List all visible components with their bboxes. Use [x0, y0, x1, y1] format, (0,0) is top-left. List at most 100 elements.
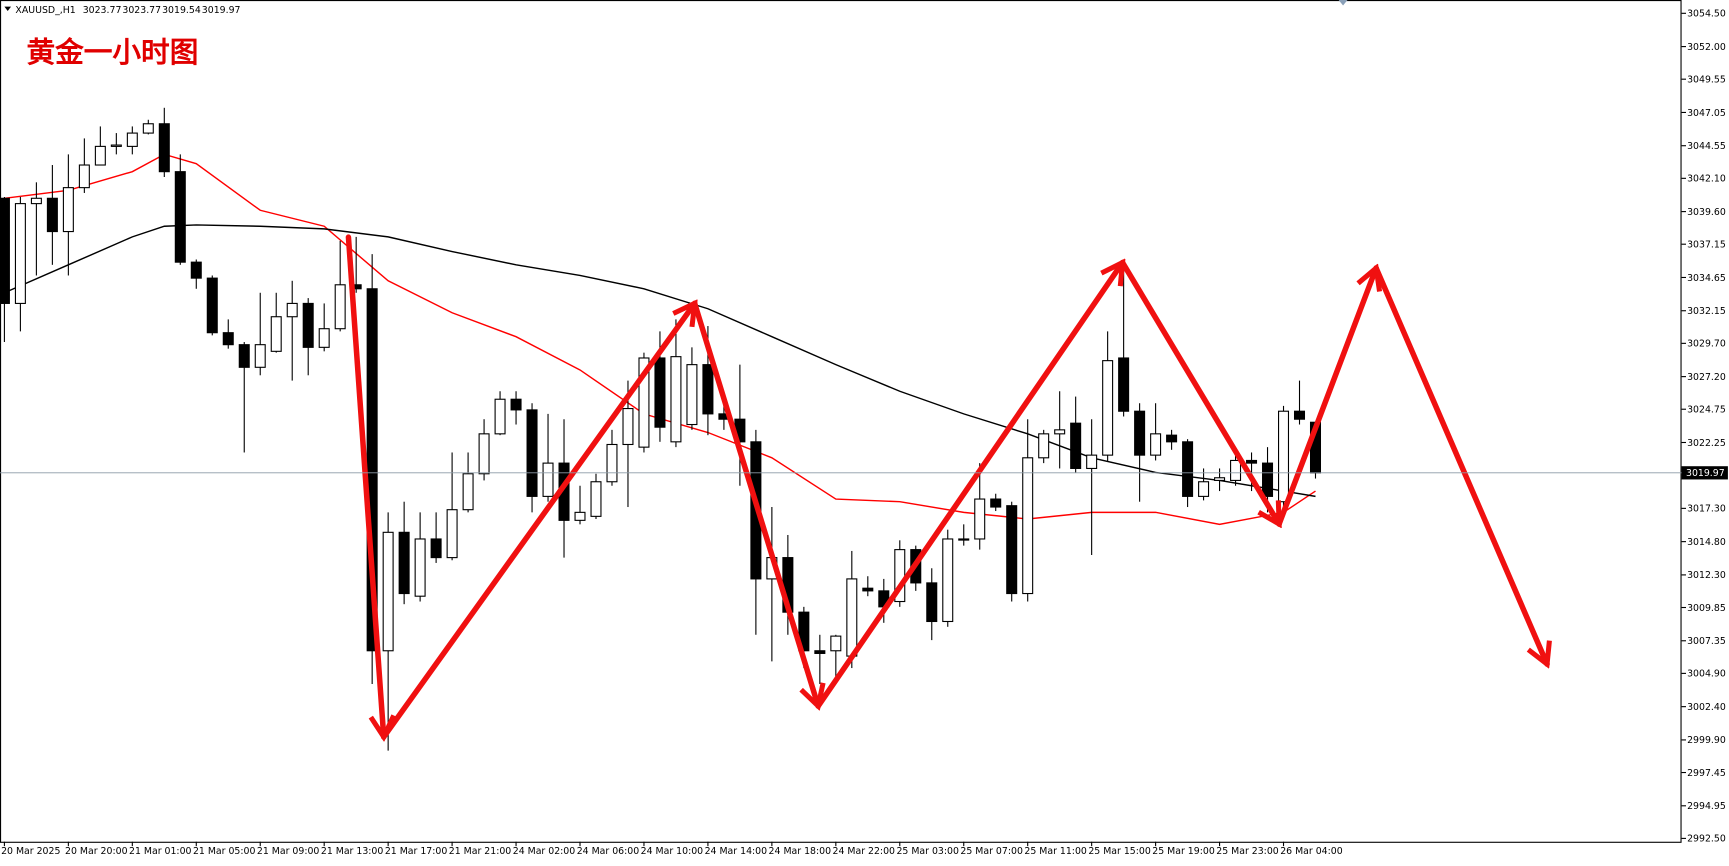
x-tick-label: 24 Mar 18:00 [769, 846, 832, 857]
x-tick-label: 24 Mar 10:00 [641, 846, 704, 857]
y-tick-label: 3032.15 [1687, 306, 1726, 317]
x-tick-label: 21 Mar 09:00 [257, 846, 320, 857]
candle-body [254, 344, 266, 368]
y-tick-label: 3034.65 [1687, 273, 1726, 284]
current-price-box [1681, 466, 1728, 480]
x-tick-label: 21 Mar 21:00 [449, 846, 512, 857]
candle-body [510, 398, 522, 411]
info-value: 3023.77 [122, 5, 161, 16]
candle-body [446, 509, 458, 559]
arrow [815, 263, 1122, 709]
candle-body [1102, 360, 1114, 456]
header-icon [4, 6, 12, 12]
candle-body [654, 357, 666, 428]
x-tick-label: 24 Mar 14:00 [705, 846, 768, 857]
x-tick-label: 21 Mar 17:00 [385, 846, 448, 857]
x-tick-label: 25 Mar 19:00 [1152, 846, 1215, 857]
x-tick-label: 25 Mar 03:00 [896, 846, 959, 857]
candle-body [1054, 429, 1066, 435]
x-tick-label: 25 Mar 11:00 [1024, 846, 1087, 857]
candle-body [590, 481, 602, 517]
candle-body [1022, 457, 1034, 595]
y-tick-label: 3044.55 [1687, 141, 1726, 152]
y-tick-label: 3002.40 [1687, 702, 1726, 713]
x-tick-label: 21 Mar 05:00 [193, 846, 256, 857]
arrow [1276, 268, 1376, 527]
x-tick-label: 21 Mar 13:00 [321, 846, 384, 857]
candle-body [398, 531, 410, 595]
y-tick-label: 2994.95 [1687, 801, 1726, 812]
y-tick-label: 3014.80 [1687, 537, 1726, 548]
candle-body [1214, 477, 1226, 481]
y-tick-label: 3022.25 [1687, 438, 1726, 449]
candle-body [462, 473, 474, 511]
arrow [380, 303, 695, 740]
candle-body [1262, 462, 1274, 497]
y-tick-label: 3017.30 [1687, 504, 1726, 515]
candle-body [574, 511, 586, 521]
candle-body [430, 538, 442, 559]
candle-body [478, 433, 490, 475]
x-tick-label: 24 Mar 22:00 [833, 846, 896, 857]
ohlc-info: 3023.77 3023.77 3019.54 3019.97 [83, 5, 241, 16]
candle-body [158, 123, 170, 173]
candle-body [1278, 410, 1290, 503]
candle-body [174, 171, 186, 263]
annotation: 黄金一小时图 [26, 36, 198, 69]
candle-body [526, 409, 538, 497]
y-tick-label: 2992.50 [1687, 834, 1726, 845]
y-tick-label: 3029.70 [1687, 339, 1726, 350]
y-tick-label: 3007.35 [1687, 636, 1726, 647]
y-tick-label: 3037.15 [1687, 240, 1726, 251]
x-tick-label: 20 Mar 2025 [1, 846, 60, 857]
x-tick-label: 25 Mar 07:00 [960, 846, 1023, 857]
candle-body [942, 538, 954, 623]
candle-body [190, 261, 202, 279]
candle-body [830, 635, 842, 652]
candle-body [1134, 410, 1146, 456]
candle-body [1118, 357, 1130, 412]
candle-body [1198, 481, 1210, 497]
y-tick-label: 2997.45 [1687, 768, 1726, 779]
candle-body [1006, 505, 1018, 595]
candle-body [670, 356, 682, 443]
candle-body [974, 498, 986, 540]
candle-body [14, 203, 26, 304]
candle-body [1230, 459, 1242, 481]
candle-body [62, 187, 74, 233]
candle-body [222, 332, 234, 346]
candle-body [94, 145, 106, 166]
y-tick-label: 3052.00 [1687, 42, 1726, 53]
candle-body [110, 144, 122, 147]
candle-body [270, 316, 282, 352]
candle-body [1070, 422, 1082, 469]
x-tick-label: 25 Mar 23:00 [1216, 846, 1279, 857]
candle-body [1246, 459, 1258, 464]
arrow [1119, 259, 1282, 524]
shift-marker [1338, 0, 1348, 6]
candle-body [1086, 454, 1098, 469]
candle-body [1038, 433, 1050, 459]
candle-body [926, 582, 938, 623]
candle-body [542, 462, 554, 497]
x-tick-label: 21 Mar 01:00 [129, 846, 192, 857]
candle-body [414, 538, 426, 597]
arrow [691, 300, 819, 706]
y-tick-label: 3024.75 [1687, 405, 1726, 416]
candle-body [286, 302, 298, 318]
y-tick-label: 3047.05 [1687, 108, 1726, 119]
current-price-label: 3019.97 [1686, 468, 1725, 479]
candle-body [46, 197, 58, 233]
info-value: 3019.54 [162, 5, 201, 16]
candle-body [862, 587, 874, 592]
candle-body [1182, 441, 1194, 497]
candle-body [126, 132, 138, 147]
x-tick-label: 24 Mar 06:00 [577, 846, 640, 857]
x-tick-label: 20 Mar 20:00 [65, 846, 128, 857]
x-tick-label: 25 Mar 15:00 [1088, 846, 1151, 857]
candle-body [814, 650, 826, 654]
trend-arrows [345, 234, 1547, 740]
plot-frame [0, 0, 1682, 843]
candle-body [638, 357, 650, 448]
